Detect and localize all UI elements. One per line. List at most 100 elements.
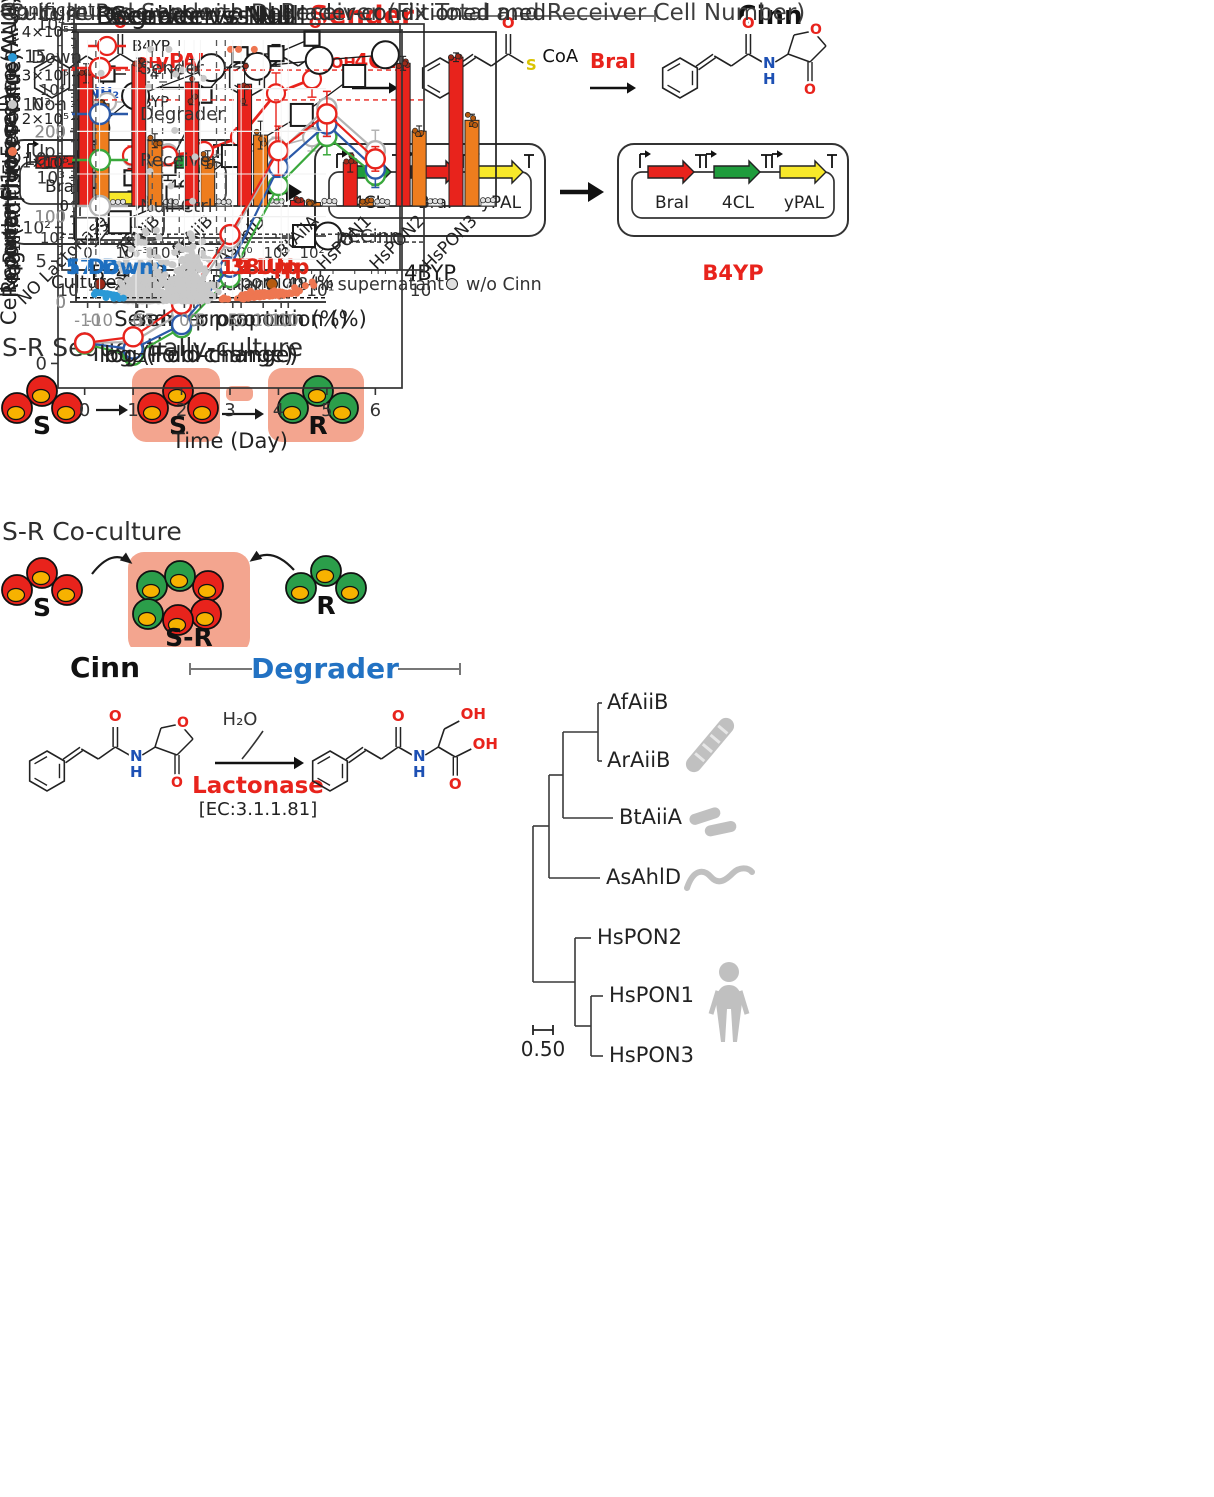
figure-graphic xyxy=(187,98,194,105)
figure-graphic xyxy=(779,159,827,185)
label: Cinn xyxy=(360,226,400,247)
figure-graphic xyxy=(80,748,99,760)
figure-graphic xyxy=(191,272,199,280)
label: 0 xyxy=(189,311,200,330)
figure-graphic xyxy=(490,197,496,203)
figure-graphic xyxy=(359,198,366,205)
label: 200 xyxy=(35,122,67,141)
label: 200 xyxy=(35,122,67,141)
figure-graphic xyxy=(39,84,53,94)
figure-graphic xyxy=(131,289,139,297)
figure-graphic xyxy=(363,748,382,760)
figure-graphic xyxy=(437,198,444,205)
figure-graphic xyxy=(348,158,355,165)
label: AsAhlD xyxy=(606,865,681,889)
figure-graphic xyxy=(199,74,207,82)
figure-graphic xyxy=(139,275,147,282)
figure-graphic xyxy=(186,297,194,304)
figure-graphic xyxy=(812,30,827,47)
figure-graphic xyxy=(317,777,331,787)
figure-graphic xyxy=(191,153,199,161)
figure-graphic xyxy=(667,84,681,94)
label: BraI xyxy=(655,193,689,213)
label: 200 xyxy=(35,122,67,141)
figure-graphic xyxy=(384,198,391,205)
figure-graphic xyxy=(250,45,258,53)
label: O xyxy=(114,14,127,32)
figure-graphic xyxy=(446,278,458,290)
label: Cinn xyxy=(70,651,140,684)
label: N xyxy=(763,54,776,72)
figure-graphic xyxy=(195,266,203,274)
label: 5 Down xyxy=(66,255,154,279)
figure-graphic xyxy=(102,294,110,302)
label: -10 xyxy=(86,311,113,330)
figure-graphic xyxy=(695,53,714,67)
figure-graphic xyxy=(171,249,179,257)
figure-graphic xyxy=(311,750,349,792)
label: H₂O xyxy=(223,709,258,730)
label: O xyxy=(742,14,755,32)
figure-graphic xyxy=(304,45,334,75)
label: 0 xyxy=(79,400,90,421)
figure-graphic xyxy=(427,62,441,72)
label: S-R xyxy=(165,623,213,647)
non-dot-icon xyxy=(8,100,17,109)
figure-graphic xyxy=(119,404,128,416)
label: 10 xyxy=(253,311,274,330)
figure-graphic xyxy=(189,263,197,271)
figure-graphic xyxy=(709,733,721,744)
figure-graphic xyxy=(730,53,749,67)
figure-graphic xyxy=(719,962,739,982)
figure-graphic xyxy=(661,57,699,99)
label: Degrader vs Null xyxy=(96,1,306,30)
figure-graphic xyxy=(713,55,732,67)
figure-graphic xyxy=(160,723,181,729)
legend-item-down: Down xyxy=(8,47,101,68)
label: 5 xyxy=(195,311,206,330)
figure-graphic xyxy=(292,224,316,248)
label: 1 xyxy=(127,400,138,421)
figure-graphic xyxy=(472,122,479,129)
label: O xyxy=(309,14,322,32)
figure-graphic xyxy=(96,35,118,57)
figure-graphic xyxy=(167,617,187,633)
figure-graphic xyxy=(473,55,492,67)
figure-graphic xyxy=(288,289,296,297)
label: 10⁻³ xyxy=(115,244,148,262)
label: CoA xyxy=(542,46,579,67)
label: Sender xyxy=(310,1,414,31)
figure-graphic xyxy=(122,287,129,294)
figure-graphic xyxy=(97,746,116,760)
label: O xyxy=(171,775,183,791)
label: R xyxy=(316,591,335,620)
figure-graphic xyxy=(175,243,183,251)
figure-graphic xyxy=(176,738,194,756)
figure-graphic xyxy=(172,70,180,78)
figure-graphic xyxy=(588,182,604,202)
figure-graphic xyxy=(689,807,721,825)
figure-graphic xyxy=(716,985,742,1042)
legend-item-up: Up xyxy=(8,141,101,162)
worm-icon xyxy=(684,865,755,891)
figure-graphic xyxy=(179,723,194,740)
label: 0 xyxy=(59,197,69,215)
label: N xyxy=(413,747,426,765)
figure-graphic xyxy=(809,45,827,63)
label: log₂(Fold-change) xyxy=(99,343,293,368)
lactonase-phylogenetic-tree: AfAiiB ArAiiB BtAiiA AsAhlD HsPON2 HsPON1 HsPO… xyxy=(521,690,755,1067)
figure-graphic xyxy=(448,54,454,61)
label: S-R Sequentially-culture xyxy=(2,333,303,362)
figure-graphic xyxy=(62,746,81,760)
label: 10 xyxy=(24,149,47,170)
figure-graphic xyxy=(220,294,228,302)
label: OH xyxy=(473,735,498,753)
figure-graphic xyxy=(56,405,76,421)
label: Degrader xyxy=(251,652,399,685)
legend-item-non: Non xyxy=(8,94,101,115)
figure-graphic xyxy=(202,156,209,163)
label: 100 xyxy=(35,208,67,227)
down-dot-icon xyxy=(8,53,17,62)
